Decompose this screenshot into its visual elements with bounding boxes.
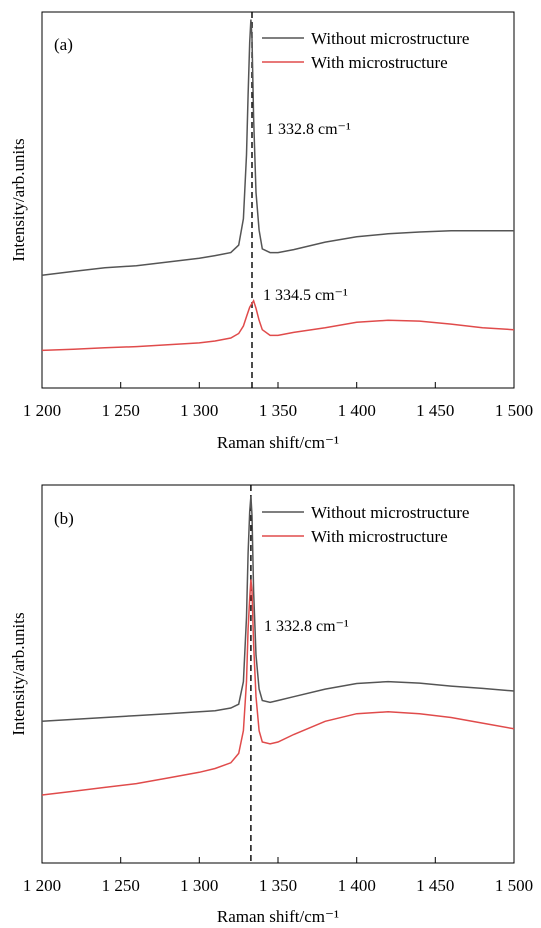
panel-a-x-ticks: 1 200 1 250 1 300 1 350 1 400 1 450 1 50… (23, 382, 533, 420)
legend-a-without-label: Without microstructure (311, 29, 469, 48)
legend-b-with-label: With microstructure (311, 527, 448, 546)
legend-a-with-label: With microstructure (311, 53, 448, 72)
panel-a-y-axis-label: Intensity/arb.units (9, 138, 28, 261)
x-tick-label: 1 200 (23, 876, 61, 895)
panel-a-x-axis-label: Raman shift/cm⁻¹ (217, 433, 339, 452)
panel-b: (b) Without microstructure With microstr… (9, 484, 533, 926)
panel-b-legend: Without microstructure With microstructu… (262, 503, 469, 546)
panel-a-legend: Without microstructure With microstructu… (262, 29, 469, 72)
x-tick-label: 1 350 (259, 876, 297, 895)
panel-a-label: (a) (54, 35, 73, 54)
panel-b-annotation-peak: 1 332.8 cm⁻¹ (264, 618, 349, 635)
x-tick-label: 1 300 (180, 876, 218, 895)
panel-b-x-ticks: 1 200 1 250 1 300 1 350 1 400 1 450 1 50… (23, 857, 533, 895)
x-tick-label: 1 500 (495, 876, 533, 895)
x-tick-label: 1 450 (416, 401, 454, 420)
panel-b-series-with (41, 579, 515, 796)
x-tick-label: 1 400 (338, 876, 376, 895)
panel-a-series-without (41, 19, 514, 276)
panel-b-series-without (41, 496, 515, 723)
x-tick-label: 1 450 (416, 876, 454, 895)
panel-a-annotation-peak-with: 1 334.5 cm⁻¹ (263, 287, 348, 304)
legend-b-without-label: Without microstructure (311, 503, 469, 522)
panel-a-annotation-peak-without: 1 332.8 cm⁻¹ (266, 121, 351, 138)
x-tick-label: 1 500 (495, 401, 533, 420)
panel-b-label: (b) (54, 509, 74, 528)
panel-a-series-with (41, 299, 515, 352)
panel-a: (a) Without microstructure With microstr… (9, 11, 533, 452)
x-tick-label: 1 200 (23, 401, 61, 420)
x-tick-label: 1 300 (180, 401, 218, 420)
x-tick-label: 1 400 (338, 401, 376, 420)
panel-b-y-axis-label: Intensity/arb.units (9, 612, 28, 735)
panel-b-x-axis-label: Raman shift/cm⁻¹ (217, 907, 339, 926)
x-tick-label: 1 350 (259, 401, 297, 420)
x-tick-label: 1 250 (102, 401, 140, 420)
x-tick-label: 1 250 (102, 876, 140, 895)
